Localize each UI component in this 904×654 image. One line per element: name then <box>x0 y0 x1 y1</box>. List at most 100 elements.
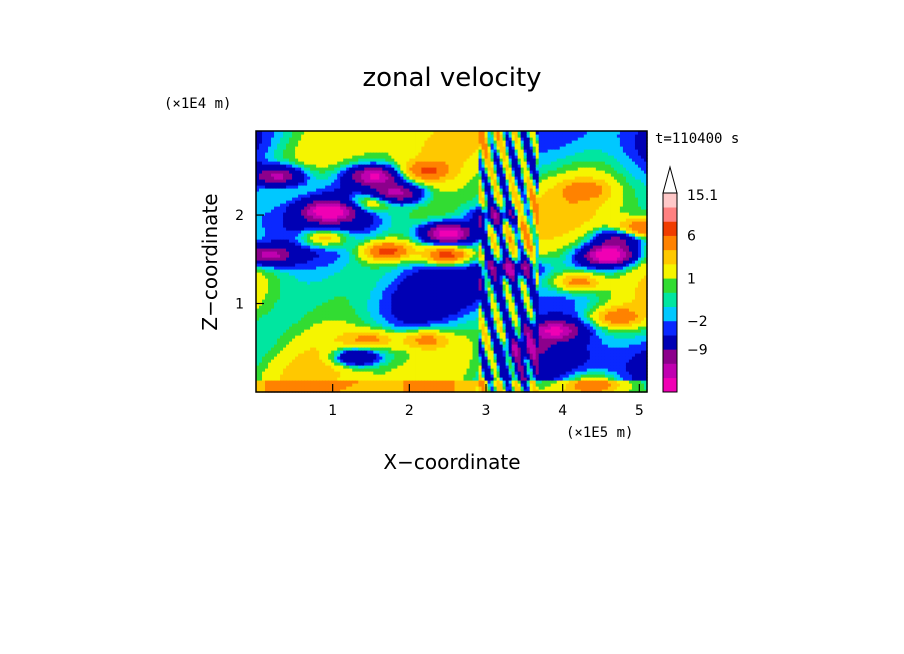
field-cell <box>337 164 341 168</box>
field-cell <box>352 227 356 231</box>
field-cell <box>277 383 281 387</box>
field-cell <box>322 149 326 153</box>
field-cell <box>334 365 338 369</box>
field-cell <box>265 149 269 153</box>
field-cell <box>289 308 293 312</box>
field-cell <box>313 377 317 381</box>
field-cell <box>286 203 290 207</box>
field-cell <box>340 134 344 138</box>
field-cell <box>364 365 368 369</box>
field-cell <box>310 131 314 135</box>
field-cell <box>274 350 278 354</box>
field-cell <box>325 152 329 156</box>
field-cell <box>256 344 260 348</box>
field-cell <box>262 179 266 183</box>
field-cell <box>283 140 287 144</box>
field-cell <box>268 191 272 195</box>
field-cell <box>361 227 365 231</box>
field-cell <box>292 212 296 216</box>
field-cell <box>361 191 365 195</box>
field-cell <box>349 317 353 321</box>
field-cell <box>334 131 338 135</box>
field-cell <box>295 143 299 147</box>
field-cell <box>319 365 323 369</box>
field-cell <box>349 239 353 243</box>
field-cell <box>346 371 350 375</box>
field-cell <box>325 368 329 372</box>
field-cell <box>331 344 335 348</box>
field-cell <box>325 260 329 264</box>
field-cell <box>316 206 320 210</box>
field-cell <box>256 179 260 183</box>
field-cell <box>322 323 326 327</box>
field-cell <box>328 326 332 330</box>
field-cell <box>307 389 311 393</box>
field-cell <box>277 386 281 390</box>
field-cell <box>256 131 260 135</box>
field-cell <box>289 278 293 282</box>
field-cell <box>277 308 281 312</box>
field-cell <box>292 305 296 309</box>
field-cell <box>292 161 296 165</box>
field-cell <box>328 233 332 237</box>
field-cell <box>331 272 335 276</box>
field-cell <box>280 176 284 180</box>
field-cell <box>319 374 323 378</box>
field-cell <box>328 299 332 303</box>
field-cell <box>271 326 275 330</box>
field-cell <box>325 284 329 288</box>
field-cell <box>268 260 272 264</box>
field-cell <box>310 203 314 207</box>
field-cell <box>325 329 329 333</box>
field-cell <box>361 293 365 297</box>
field-cell <box>328 344 332 348</box>
field-cell <box>352 203 356 207</box>
field-cell <box>316 221 320 225</box>
field-cell <box>274 341 278 345</box>
field-cell <box>268 140 272 144</box>
field-cell <box>286 290 290 294</box>
field-cell <box>259 371 263 375</box>
field-cell <box>283 290 287 294</box>
field-cell <box>262 293 266 297</box>
field-cell <box>268 254 272 258</box>
field-cell <box>304 311 308 315</box>
field-cell <box>355 269 359 273</box>
field-cell <box>301 155 305 159</box>
field-cell <box>322 314 326 318</box>
field-cell <box>307 281 311 285</box>
field-cell <box>286 197 290 201</box>
field-cell <box>349 338 353 342</box>
field-cell <box>313 158 317 162</box>
field-cell <box>280 281 284 285</box>
field-cell <box>277 236 281 240</box>
field-cell <box>304 188 308 192</box>
field-cell <box>313 359 317 363</box>
field-cell <box>271 287 275 291</box>
field-cell <box>289 368 293 372</box>
field-cell <box>256 155 260 159</box>
field-cell <box>304 317 308 321</box>
field-cell <box>316 245 320 249</box>
field-cell <box>355 167 359 171</box>
field-cell <box>358 206 362 210</box>
field-cell <box>301 131 305 135</box>
field-cell <box>307 266 311 270</box>
field-cell <box>280 239 284 243</box>
field-cell <box>307 248 311 252</box>
field-cell <box>265 305 269 309</box>
field-cell <box>256 188 260 192</box>
field-cell <box>352 374 356 378</box>
field-cell <box>277 323 281 327</box>
field-cell <box>274 239 278 243</box>
field-cell <box>355 155 359 159</box>
field-cell <box>280 326 284 330</box>
field-cell <box>262 194 266 198</box>
field-cell <box>304 341 308 345</box>
field-cell <box>259 176 263 180</box>
field-cell <box>322 140 326 144</box>
field-cell <box>313 200 317 204</box>
field-cell <box>304 275 308 279</box>
field-cell <box>259 236 263 240</box>
field-cell <box>340 380 344 384</box>
